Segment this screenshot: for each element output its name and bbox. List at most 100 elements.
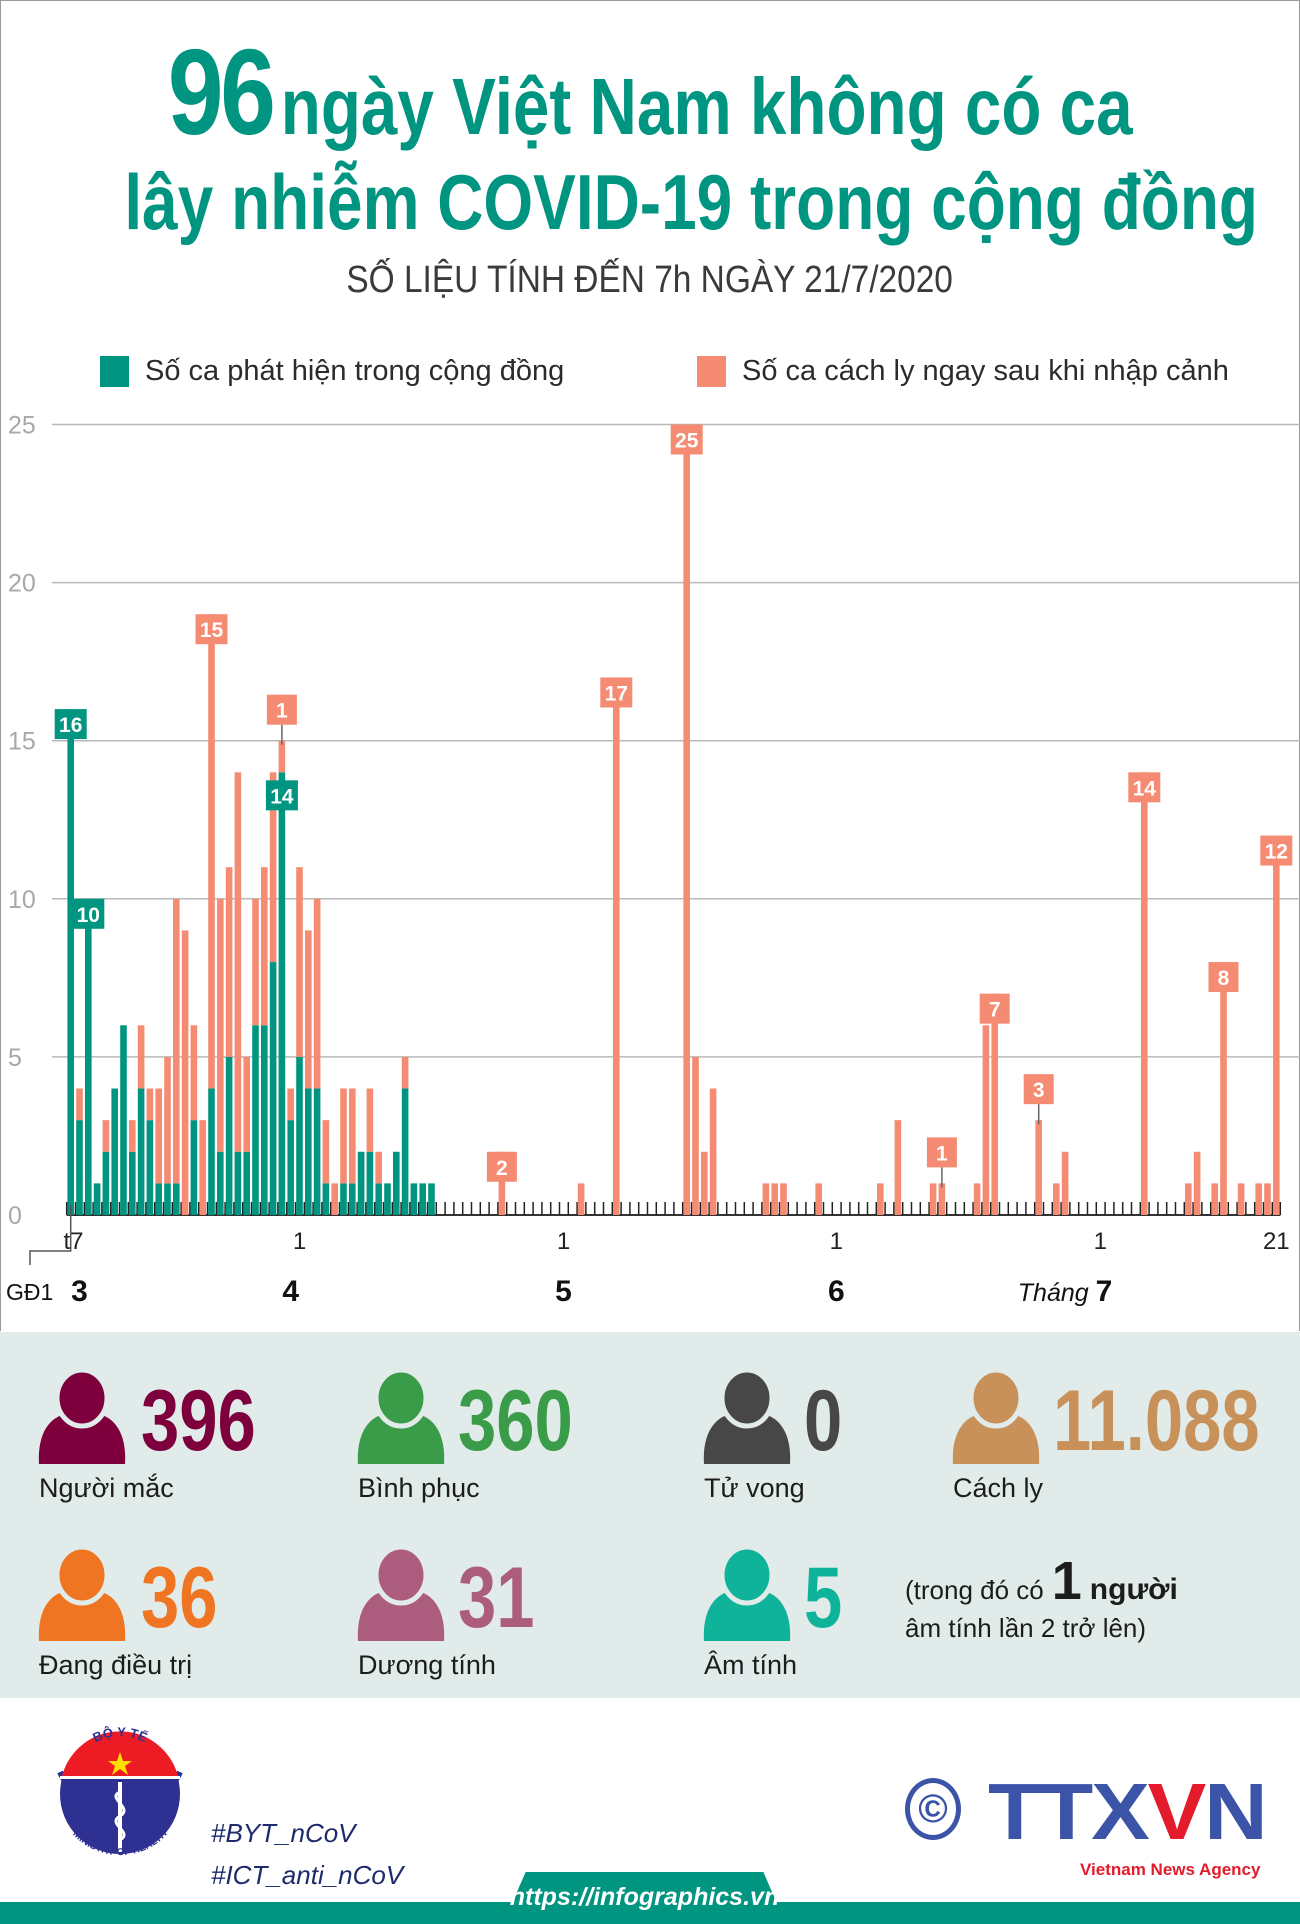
bar-imported <box>190 1025 198 1121</box>
bar-imported <box>894 1120 902 1215</box>
bar-community <box>261 1025 268 1215</box>
person-icon <box>38 1549 126 1641</box>
stat-label: Dương tính <box>358 1650 496 1680</box>
bar-imported <box>929 1183 937 1215</box>
website-link[interactable]: https://infographics.vn <box>509 1883 780 1911</box>
stat-value: 36 <box>141 1550 218 1646</box>
note-unit: người <box>1089 1573 1178 1606</box>
bar-imported <box>331 1183 338 1215</box>
bar-imported <box>217 898 224 1152</box>
hashtag-ict: #ICT_anti_nCoV <box>211 1860 404 1890</box>
bar-imported <box>234 772 242 1152</box>
title-line-2: lây nhiễm COVID-19 trong cộng đồng <box>0 156 1300 248</box>
bar-community <box>313 1088 321 1215</box>
annotation-box <box>670 424 703 455</box>
bar-imported <box>313 898 321 1089</box>
bar-imported <box>577 1183 585 1215</box>
y-tick-label: 0 <box>8 1202 22 1230</box>
bar-community <box>217 1151 224 1215</box>
annotation-box <box>266 694 297 725</box>
negative-note: (trong đó có 1 người âm tính lần 2 trở lên… <box>905 1552 1178 1646</box>
note-line-2: âm tính lần 2 trở lên) <box>905 1613 1147 1643</box>
bar-imported <box>296 867 303 1057</box>
note-prefix: (trong đó có <box>905 1575 1044 1605</box>
y-tick-label: 10 <box>8 886 36 914</box>
bar-community <box>208 1088 215 1215</box>
bar-imported <box>278 740 286 773</box>
bar-imported <box>1061 1151 1069 1215</box>
note-count: 1 <box>1051 1551 1082 1611</box>
person-icon <box>357 1372 445 1464</box>
ministry-of-health-logo: BỘ Y TẾ MINISTRY OF HEALTH <box>57 1724 183 1858</box>
bar-imported <box>709 1088 717 1215</box>
month-prefix: Tháng <box>1018 1279 1096 1307</box>
month-label: 5 <box>555 1275 572 1308</box>
bar-imported <box>1053 1183 1060 1215</box>
legend-item-imported: Số ca cách ly ngay sau khi nhập cảnh <box>697 354 1229 388</box>
bar-community <box>67 709 74 1215</box>
bar-imported <box>692 1056 699 1215</box>
bar-imported <box>322 1120 330 1184</box>
bar-imported <box>181 930 189 1215</box>
annotation-label: 8 <box>1218 967 1230 990</box>
month-label: 3 <box>71 1275 88 1308</box>
bar-community <box>93 1183 101 1215</box>
annotation-label: 16 <box>59 714 82 737</box>
month-number: 4 <box>282 1275 299 1308</box>
bar-community <box>357 1151 365 1215</box>
y-tick-label: 5 <box>8 1044 22 1072</box>
hashtags: #BYT_nCoV #ICT_anti_nCoV <box>211 1812 403 1896</box>
ttxvn-logo-v: V <box>1147 1767 1207 1856</box>
legend-item-community: Số ca phát hiện trong cộng đồng <box>100 354 564 388</box>
bar-community <box>287 1120 294 1215</box>
bar-imported <box>164 1056 171 1184</box>
bar-imported <box>982 1025 990 1215</box>
annotation-box <box>54 709 87 740</box>
bar-imported <box>102 1120 110 1152</box>
person-icon <box>357 1549 445 1641</box>
bar-imported <box>146 1088 154 1121</box>
bar-imported <box>375 1151 382 1184</box>
url-tab <box>503 1872 786 1924</box>
ttxvn-logo: TTXVN <box>988 1772 1268 1852</box>
x-tick-label: 21 <box>1263 1228 1290 1255</box>
agency-name: Vietnam News Agency <box>1080 1860 1261 1879</box>
x-tick-label: 1 <box>830 1228 843 1255</box>
legend-label-community: Số ca phát hiện trong cộng đồng <box>145 354 565 387</box>
stat-value: 31 <box>458 1550 535 1646</box>
bar-imported <box>261 867 268 1026</box>
bar-imported <box>199 1120 206 1215</box>
x-tick-label: 1 <box>293 1228 306 1255</box>
phase-bracket <box>29 1205 72 1265</box>
bar-community <box>164 1183 171 1215</box>
ttxvn-logo-text: TTXVN <box>988 1767 1268 1856</box>
bar-imported <box>173 898 180 1184</box>
annotation-label: 1 <box>936 1142 948 1165</box>
stat-label: Tử vong <box>704 1473 805 1503</box>
bar-imported <box>137 1025 145 1089</box>
bar-imported <box>340 1088 347 1184</box>
person-icon <box>952 1372 1040 1464</box>
stat-value: 5 <box>804 1550 843 1646</box>
bar-community <box>111 1088 118 1215</box>
annotation-label: 14 <box>1133 777 1157 800</box>
annotation-label: 7 <box>989 999 1001 1022</box>
month-number: 7 <box>1096 1275 1113 1308</box>
bar-community <box>366 1151 374 1215</box>
title-line-1: 96 ngày Việt Nam không có ca <box>0 31 1300 153</box>
bar-imported <box>1185 1183 1192 1215</box>
bar-community <box>76 1120 83 1215</box>
bar-community <box>102 1151 110 1215</box>
bar-community <box>120 1025 127 1215</box>
annotation-box <box>1208 962 1239 993</box>
bar-imported <box>401 1056 409 1089</box>
legend-swatch-community <box>100 355 129 387</box>
bar-imported <box>815 1183 822 1215</box>
month-number: 3 <box>71 1275 88 1308</box>
svg-text:BỘ Y TẾ: BỘ Y TẾ <box>90 1724 150 1745</box>
bar-community <box>375 1183 382 1215</box>
bar-imported <box>225 867 233 1057</box>
title-text-2: lây nhiễm COVID-19 trong cộng đồng <box>124 158 1258 246</box>
bar-imported <box>208 614 215 1089</box>
